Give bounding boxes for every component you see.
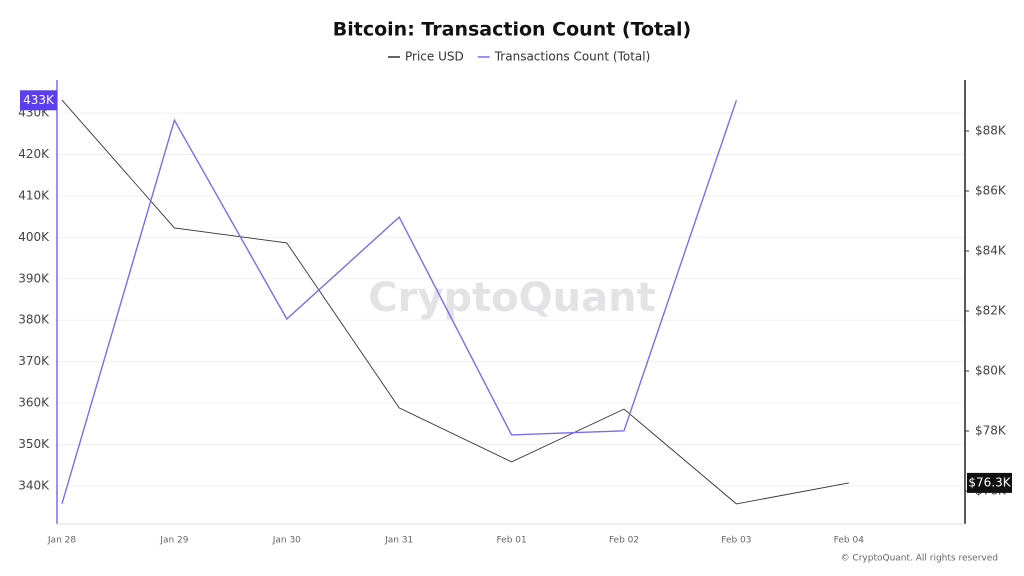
x-tick-label: Feb 02 — [609, 536, 639, 546]
value-badge — [967, 472, 1012, 493]
y-tick-label: 340K — [18, 478, 50, 492]
y2-tick-label: $86K — [975, 184, 1007, 198]
x-tick-label: Jan 29 — [159, 536, 188, 546]
x-tick-label: Jan 30 — [272, 536, 301, 546]
y2-tick-label: $88K — [975, 124, 1007, 138]
series-line — [61, 100, 738, 504]
x-tick-label: Feb 04 — [834, 536, 865, 546]
y-tick-label: 400K — [18, 230, 50, 244]
x-tick-label: Feb 01 — [496, 536, 526, 546]
y2-tick-label: $80K — [975, 364, 1007, 378]
y-tick-label: 390K — [18, 271, 50, 285]
x-tick-label: Feb 03 — [721, 536, 751, 546]
value-label: $76.3K — [968, 475, 1011, 489]
legend-label: Price USD — [405, 50, 464, 64]
y-tick-label: 350K — [18, 437, 50, 451]
legend-label: Transactions Count (Total) — [494, 50, 651, 64]
footer: © CryptoQuant. All rights reserved — [841, 554, 998, 564]
y-tick-label: 420K — [18, 147, 50, 161]
series-line — [61, 99, 849, 505]
value-badge — [20, 90, 57, 111]
y2-tick-label: $82K — [975, 304, 1007, 318]
value-label: 433K — [23, 93, 55, 107]
x-tick-label: Jan 28 — [47, 536, 76, 546]
chart-title: Bitcoin: Transaction Count (Total) — [333, 19, 691, 41]
y2-tick-label: $78K — [975, 424, 1007, 438]
y-tick-label: 410K — [18, 188, 50, 202]
y-tick-label: 370K — [18, 354, 50, 368]
y-tick-label: 380K — [18, 313, 50, 327]
y-tick-label: 360K — [18, 396, 50, 410]
y2-tick-label: $84K — [975, 244, 1007, 258]
x-tick-label: Jan 31 — [384, 536, 413, 546]
watermark: CryptoQuant — [368, 275, 655, 321]
